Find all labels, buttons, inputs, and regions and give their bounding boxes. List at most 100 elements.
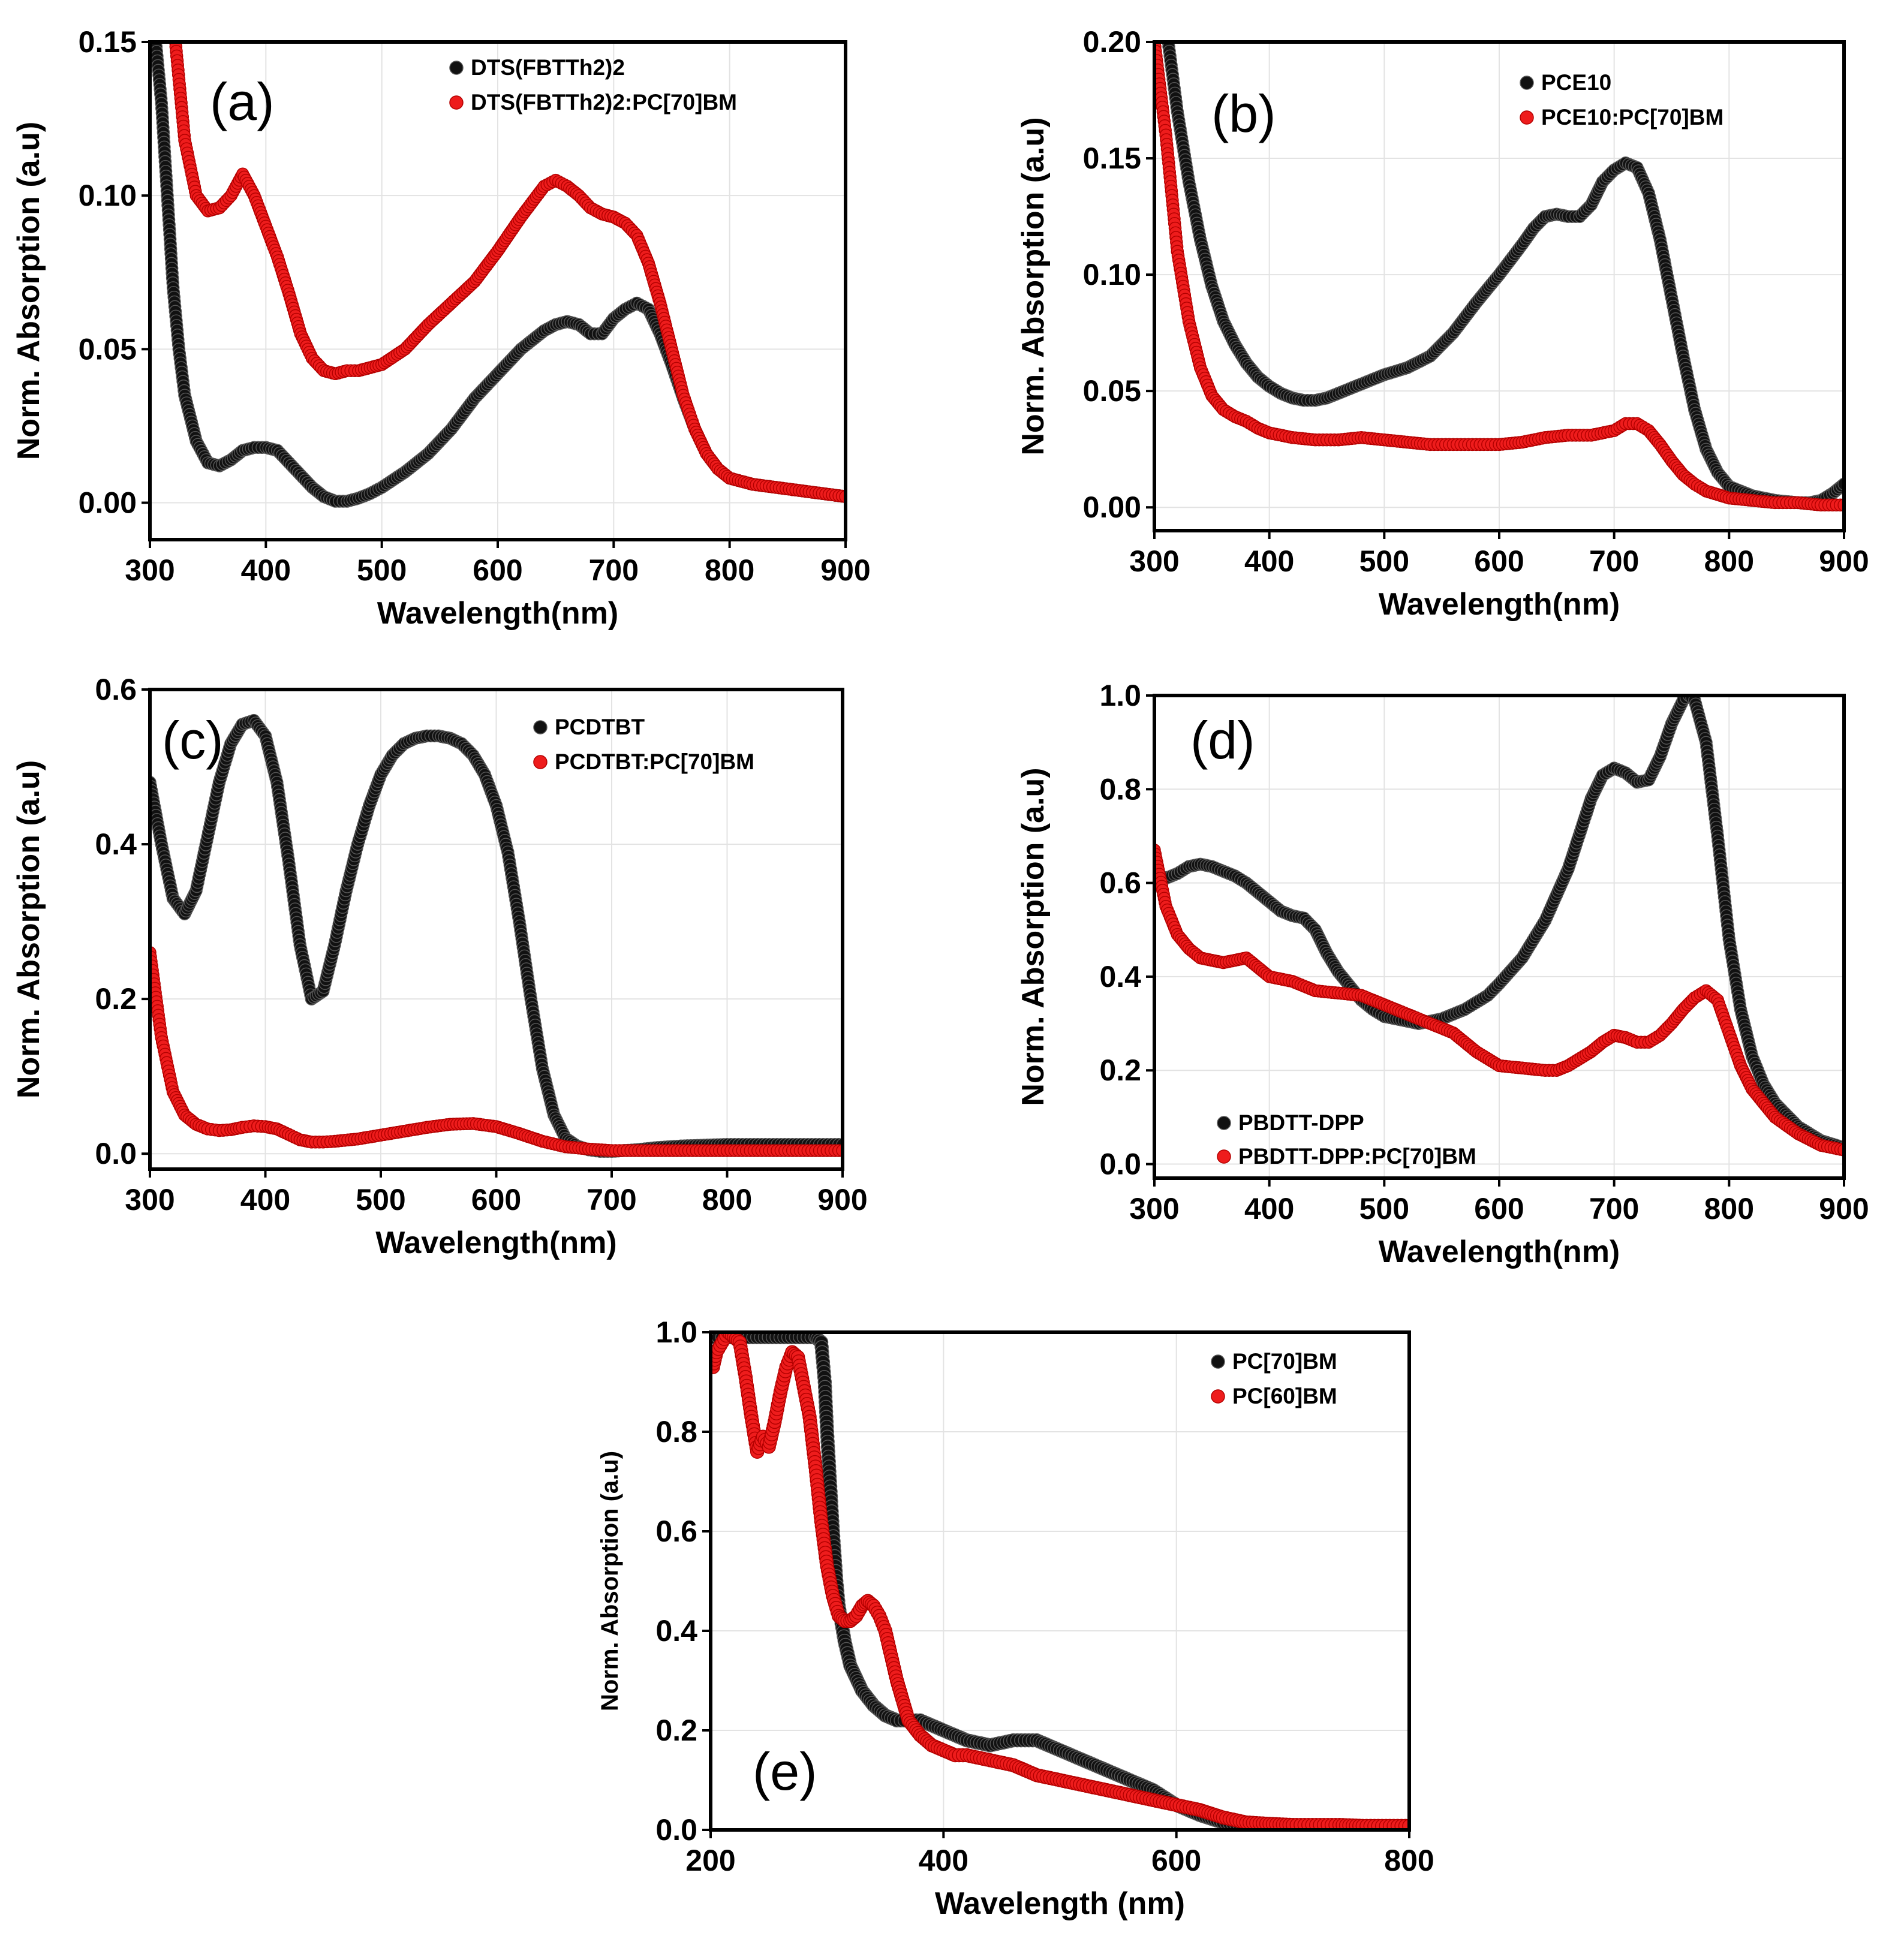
chart-panel-d: 300 400 500 600 700 800 900 0.0 0.2 0.4 0.6 0.8 1.0 W…: [1016, 679, 1869, 1269]
chart-panel-c: 300 400 500 600 700 800 900 0.0 0.2 0.4 0.6 Wavelen…: [11, 673, 868, 1260]
legend-label: PCDTBT: [555, 715, 645, 739]
chart-panel-e: 200 400 600 800 0.0 0.2 0.4 0.6 0.8 1.0 Wavelength…: [597, 1315, 1434, 1921]
y-tick-label: 0.4: [1099, 960, 1141, 993]
y-tick-label: 0.8: [1099, 772, 1141, 806]
legend-marker-black: [1520, 76, 1534, 90]
x-tick-label: 300: [1129, 544, 1179, 578]
x-tick-label: 400: [919, 1844, 968, 1877]
series-black: [150, 713, 843, 1158]
plot-frame: [709, 1330, 1411, 1832]
plot-area: [711, 1332, 1409, 1830]
x-tick-label: 500: [357, 553, 407, 587]
x-tick-label: 800: [705, 553, 754, 587]
y-axis-title: Norm. Absorption (a.u): [11, 760, 46, 1098]
x-tick-label: 600: [471, 1183, 521, 1217]
legend-marker-black: [449, 61, 464, 75]
x-axis-title: Wavelength(nm): [377, 596, 619, 631]
x-axis-title: Wavelength (nm): [935, 1886, 1185, 1921]
y-tick-label: 0.0: [1099, 1148, 1141, 1181]
legend-marker-black: [1211, 1354, 1225, 1369]
y-tick-label: 0.00: [79, 486, 137, 520]
y-tick-label: 0.2: [95, 982, 137, 1016]
x-tick-label: 500: [1359, 544, 1409, 578]
x-tick-label: 600: [1151, 1844, 1201, 1877]
x-tick-label: 800: [1384, 1844, 1434, 1877]
y-tick-label: 0.15: [79, 25, 137, 59]
x-tick-label: 400: [1244, 544, 1294, 578]
series-red: [169, 42, 846, 504]
x-tick-label: 800: [1704, 1192, 1754, 1226]
legend-label: DTS(FBTTh2)2:PC[70]BM: [471, 90, 737, 115]
y-tick-label: 0.10: [1083, 258, 1141, 291]
y-tick-label: 0.4: [95, 827, 137, 861]
x-tick-label: 800: [1704, 544, 1754, 578]
x-axis-title: Wavelength(nm): [1379, 587, 1620, 622]
x-tick-label: 300: [1129, 1192, 1179, 1226]
x-tick-label: 600: [1474, 544, 1524, 578]
series-red: [711, 1332, 1409, 1830]
legend: DTS(FBTTh2)2 DTS(FBTTh2)2:PC[70]BM: [449, 55, 737, 115]
y-tick-label: 0.00: [1083, 490, 1141, 524]
x-tick-label: 200: [685, 1844, 735, 1877]
x-tick-label: 700: [589, 553, 639, 587]
legend: PC[70]BM PC[60]BM: [1211, 1349, 1337, 1408]
plot-area: [1154, 696, 1844, 1157]
legend: PBDTT-DPP PBDTT-DPP:PC[70]BM: [1217, 1110, 1476, 1169]
y-tick-label: 0.15: [1083, 141, 1141, 175]
x-tick-label: 300: [125, 553, 175, 587]
legend-label: PBDTT-DPP: [1238, 1110, 1364, 1135]
legend-marker-red: [1520, 110, 1534, 125]
legend: PCE10 PCE10:PC[70]BM: [1520, 70, 1723, 130]
x-tick-label: 300: [125, 1183, 175, 1217]
y-tick-label: 0.0: [655, 1813, 697, 1847]
series-red: [150, 946, 843, 1157]
legend-label: DTS(FBTTh2)2: [471, 55, 625, 80]
legend-label: PBDTT-DPP:PC[70]BM: [1238, 1144, 1476, 1169]
x-tick-label: 700: [1589, 544, 1639, 578]
y-tick-label: 1.0: [1099, 679, 1141, 712]
x-tick-label: 700: [1589, 1192, 1639, 1226]
legend-marker-black: [533, 720, 548, 734]
x-axis-title: Wavelength(nm): [1379, 1235, 1620, 1269]
y-tick-label: 0.20: [1083, 25, 1141, 59]
x-tick-label: 700: [586, 1183, 636, 1217]
x-tick-label: 900: [820, 553, 870, 587]
legend-label: PCDTBT:PC[70]BM: [555, 749, 754, 774]
x-tick-label: 400: [241, 553, 291, 587]
x-tick-label: 800: [702, 1183, 752, 1217]
x-tick-label: 400: [240, 1183, 290, 1217]
x-tick-label: 900: [817, 1183, 867, 1217]
x-tick-label: 500: [356, 1183, 405, 1217]
y-axis-title: Norm. Absorption (a.u): [11, 122, 46, 460]
y-axis-title: Norm. Absorption (a.u): [1016, 117, 1051, 455]
legend-marker-red: [449, 95, 464, 110]
panel-label: (b): [1211, 84, 1276, 143]
panel-label: (d): [1190, 710, 1255, 770]
y-tick-label: 0.10: [79, 179, 137, 212]
x-tick-label: 900: [1819, 544, 1869, 578]
legend-label: PCE10:PC[70]BM: [1541, 105, 1723, 130]
legend-marker-black: [1217, 1116, 1231, 1130]
legend-label: PC[60]BM: [1232, 1384, 1337, 1408]
y-tick-label: 0.2: [655, 1714, 697, 1747]
y-tick-label: 0.6: [655, 1515, 697, 1548]
panel-label: (c): [162, 710, 224, 770]
y-axis-title: Norm. Absorption (a.u): [1016, 767, 1051, 1106]
series-black: [1162, 42, 1844, 510]
panel-label: (a): [210, 72, 275, 131]
panel-label: (e): [753, 1742, 817, 1801]
legend-marker-red: [1217, 1149, 1231, 1164]
y-tick-label: 0.0: [95, 1137, 137, 1170]
plot-area: [150, 42, 846, 508]
chart-panel-b: 300 400 500 600 700 800 900 0.00 0.05 0.10 0.15 0.2…: [1016, 25, 1869, 622]
y-tick-label: 0.2: [1099, 1053, 1141, 1087]
x-axis-title: Wavelength(nm): [375, 1226, 617, 1260]
x-tick-label: 600: [473, 553, 522, 587]
plot-area: [150, 713, 843, 1158]
legend-marker-red: [533, 755, 548, 769]
y-tick-label: 0.05: [79, 332, 137, 366]
legend-label: PC[70]BM: [1232, 1349, 1337, 1374]
y-tick-label: 0.4: [655, 1614, 697, 1648]
x-tick-label: 900: [1819, 1192, 1869, 1226]
